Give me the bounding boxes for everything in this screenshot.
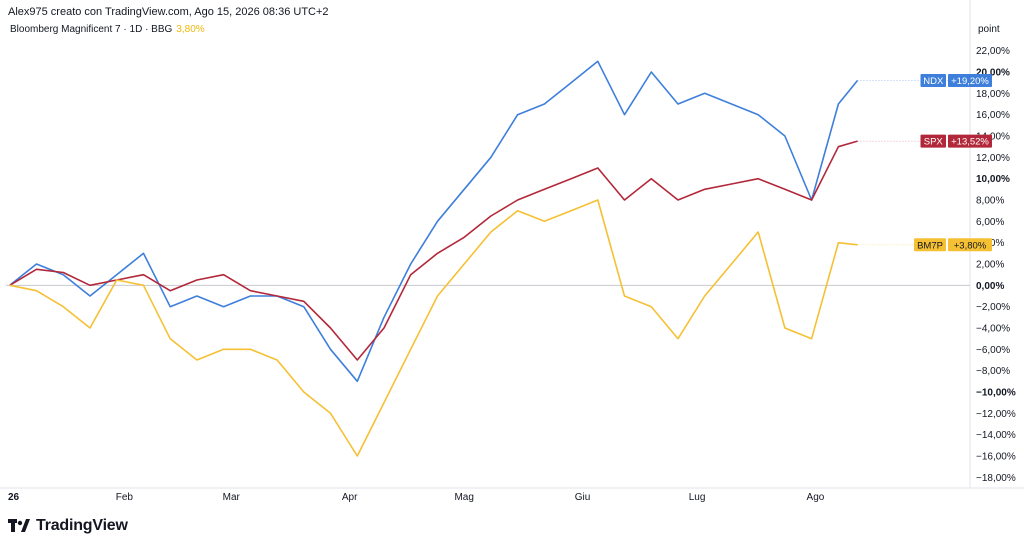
x-tick-label: Giu — [575, 492, 591, 503]
series-line-spx — [9, 140, 858, 361]
y-tick-label: 0,00% — [976, 281, 1004, 292]
symbol-title: Bloomberg Magnificent 7 · 1D · BBG — [10, 24, 173, 35]
y-tick-label: 18,00% — [976, 89, 1010, 100]
series-value-badge — [948, 74, 992, 88]
series-line-bm7p — [9, 199, 858, 457]
series-name-badge — [920, 74, 946, 88]
header-credit: Alex975 creato con TradingView.com, Ago … — [8, 6, 329, 18]
y-tick-label: −16,00% — [976, 452, 1016, 463]
y-tick-label: −14,00% — [976, 430, 1016, 441]
series-value-label: +13,52% — [951, 137, 989, 148]
y-tick-label: 16,00% — [976, 110, 1010, 121]
y-tick-label: 20,00% — [976, 68, 1010, 79]
x-tick-label: Lug — [689, 492, 706, 503]
y-tick-label: 8,00% — [976, 196, 1004, 207]
y-tick-label: −12,00% — [976, 409, 1016, 420]
y-tick-label: −2,00% — [976, 302, 1010, 313]
series-name-badge — [914, 238, 946, 252]
series-value-badge — [948, 134, 992, 148]
price-axis-unit: point — [978, 24, 1000, 35]
y-tick-label: 6,00% — [976, 217, 1004, 228]
series-value-label: +3,80% — [954, 240, 987, 251]
x-tick-label: Feb — [116, 492, 134, 503]
series-name-label: NDX — [923, 76, 944, 87]
tradingview-logo-icon — [8, 519, 30, 532]
y-tick-label: −18,00% — [976, 473, 1016, 484]
x-tick-label: Ago — [807, 492, 825, 503]
y-tick-label: 22,00% — [976, 46, 1010, 57]
series-value-label: +19,20% — [951, 76, 989, 87]
tradingview-brand: TradingView — [8, 517, 128, 535]
x-tick-label: Apr — [342, 492, 358, 503]
series-value-badge — [948, 238, 992, 252]
x-tick-label: Mag — [454, 492, 473, 503]
y-tick-label: 14,00% — [976, 132, 1010, 143]
x-tick-label: 26 — [8, 492, 20, 503]
y-tick-label: 2,00% — [976, 260, 1004, 271]
x-tick-label: Mar — [223, 492, 241, 503]
y-tick-label: −6,00% — [976, 345, 1010, 356]
brand-name: TradingView — [36, 517, 128, 534]
y-tick-label: −8,00% — [976, 366, 1010, 377]
series-line-ndx — [9, 60, 859, 383]
symbol-change: 3,80% — [176, 24, 205, 35]
y-tick-label: −4,00% — [976, 324, 1010, 335]
series-name-label: BM7P — [917, 240, 943, 251]
symbol-legend: Bloomberg Magnificent 7 · 1D · BBG 3,80% — [10, 24, 205, 35]
series-name-badge — [920, 134, 946, 148]
y-tick-label: −10,00% — [976, 388, 1016, 399]
y-tick-label: 12,00% — [976, 153, 1010, 164]
y-tick-label: 10,00% — [976, 174, 1010, 185]
series-name-label: SPX — [924, 137, 944, 148]
